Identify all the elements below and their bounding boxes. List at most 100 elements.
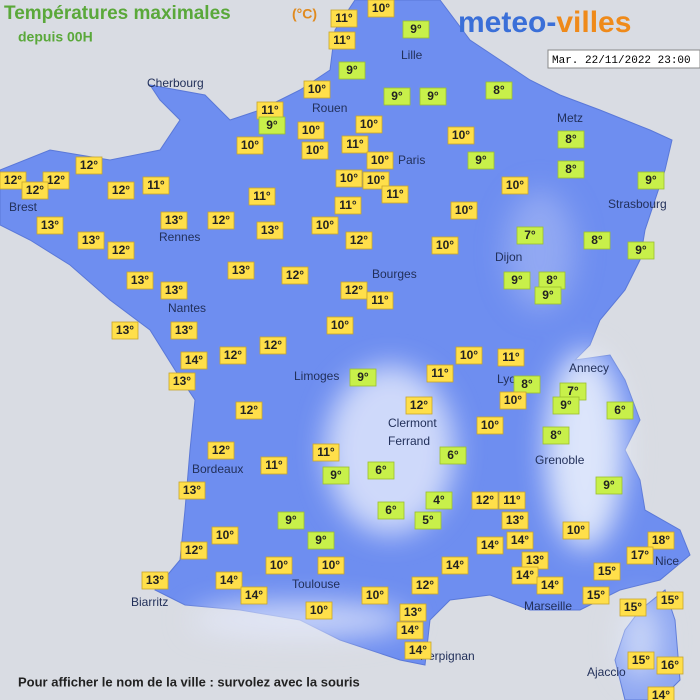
temp-box: [595, 476, 623, 495]
city-name: Clermont: [388, 416, 437, 430]
temp-label: 9°: [391, 89, 403, 103]
temp-box: [311, 216, 339, 235]
temp-box: [399, 603, 427, 622]
temp-box: [627, 651, 655, 670]
temp-label: 15°: [587, 588, 605, 602]
temp-label: 11°: [265, 458, 283, 472]
temp-label: 12°: [345, 283, 363, 297]
temp-box: [511, 566, 539, 585]
temp-label: 11°: [147, 178, 165, 192]
temp-box: [562, 521, 590, 540]
temp-label: 14°: [481, 538, 499, 552]
temp-label: 9°: [511, 273, 523, 287]
city-name: Toulouse: [292, 577, 340, 591]
temp-label: 11°: [333, 33, 351, 47]
temp-box: [396, 621, 424, 640]
temp-box: [207, 211, 235, 230]
city-name: Nantes: [168, 301, 206, 315]
temp-box: [498, 491, 526, 510]
temp-box: [240, 586, 268, 605]
temp-box: [260, 456, 288, 475]
temp-box: [362, 171, 390, 190]
temp-box: [419, 87, 447, 106]
temp-label: 14°: [516, 568, 534, 582]
temp-box: [414, 511, 442, 530]
temp-box: [583, 231, 611, 250]
temp-label: 12°: [264, 338, 282, 352]
temp-box: [383, 87, 411, 106]
temp-box: [326, 316, 354, 335]
temp-label: 8°: [565, 132, 577, 146]
temp-label: 10°: [270, 558, 288, 572]
temp-label: 10°: [360, 117, 378, 131]
temp-label: 13°: [173, 374, 191, 388]
temp-box: [248, 187, 276, 206]
city-name: Brest: [9, 200, 38, 214]
temp-label: 9°: [346, 63, 358, 77]
temp-box: [656, 591, 684, 610]
temp-label: 9°: [427, 89, 439, 103]
temp-label: 11°: [346, 137, 364, 151]
temp-label: 12°: [350, 233, 368, 247]
city-name: Cherbourg: [147, 76, 204, 90]
temp-box: [606, 401, 634, 420]
city-name: Rennes: [159, 230, 200, 244]
temp-box: [411, 576, 439, 595]
temp-box: [141, 571, 169, 590]
temp-box: [168, 372, 196, 391]
city-name: Lille: [401, 48, 423, 62]
temp-label: 10°: [302, 123, 320, 137]
cities: Cherbourg Lille Rouen Paris Metz Strasbourg Br…: [9, 48, 679, 679]
temp-label: 6°: [447, 448, 459, 462]
temp-label: 6°: [614, 403, 626, 417]
temp-label: 10°: [331, 318, 349, 332]
temp-label: 13°: [82, 233, 100, 247]
temp-box: [536, 576, 564, 595]
temp-box: [215, 571, 243, 590]
temp-box: [656, 656, 684, 675]
temp-box: [330, 9, 358, 28]
temp-box: [170, 321, 198, 340]
temp-box: [471, 491, 499, 510]
temp-label: 12°: [476, 493, 494, 507]
temp-box: [160, 211, 188, 230]
temp-label: 4°: [433, 493, 445, 507]
temp-box: [317, 556, 345, 575]
temp-label: 9°: [315, 533, 327, 547]
temp-box: [277, 511, 305, 530]
temp-box: [111, 321, 139, 340]
temp-label: 10°: [241, 138, 259, 152]
temp-label: 10°: [452, 128, 470, 142]
temp-box: [236, 136, 264, 155]
temp-label: 13°: [146, 573, 164, 587]
temp-label: 14°: [245, 588, 263, 602]
unit: (°C): [292, 6, 317, 22]
temp-box: [405, 396, 433, 415]
temp-label: 10°: [310, 603, 328, 617]
temp-box: [345, 231, 373, 250]
temp-label: 13°: [175, 323, 193, 337]
temp-box: [501, 511, 529, 530]
temp-label: 12°: [4, 173, 22, 187]
temp-label: 8°: [546, 273, 558, 287]
temp-box: [227, 261, 255, 280]
temp-label: 15°: [632, 653, 650, 667]
temp-label: 12°: [47, 173, 65, 187]
temp-label: 14°: [409, 643, 427, 657]
temp-box: [431, 236, 459, 255]
temp-label: 10°: [367, 173, 385, 187]
city-name: Perpignan: [420, 649, 475, 663]
temp-label: 14°: [185, 353, 203, 367]
temp-label: 11°: [502, 350, 520, 364]
temp-label: 10°: [506, 178, 524, 192]
temp-box: [334, 196, 362, 215]
temp-box: [626, 546, 654, 565]
temp-box: [542, 426, 570, 445]
temperatures: 11°10°11°9°9°9° 9° 8°10°11°9° 10° 10°10° 10° 1…: [0, 0, 684, 700]
temp-box: [377, 501, 405, 520]
temp-box: [381, 185, 409, 204]
temp-label: 10°: [322, 558, 340, 572]
temp-label: 11°: [386, 187, 404, 201]
temp-box: [235, 401, 263, 420]
